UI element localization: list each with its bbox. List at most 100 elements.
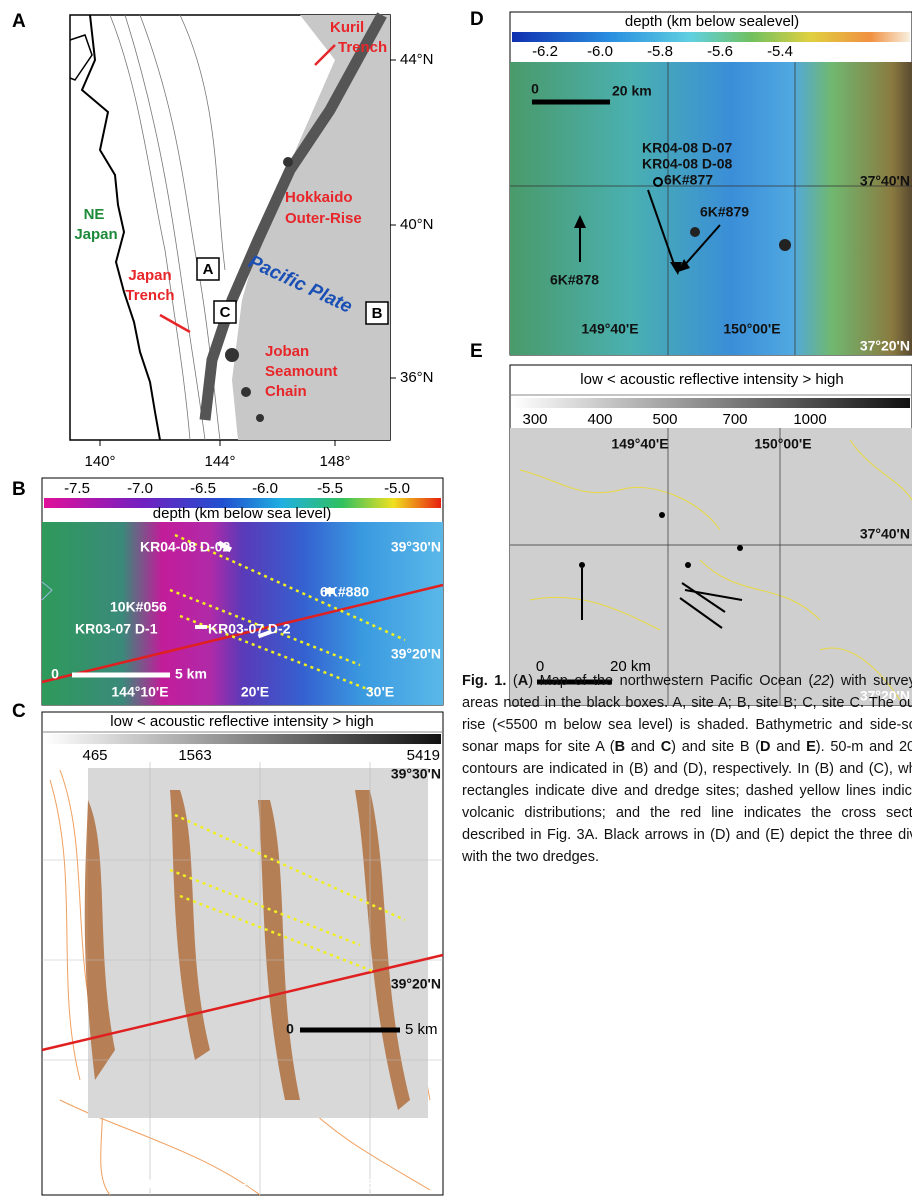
page: A B C D E 44°N 40°N 36°N 140° 144° 148° Kuril Trench…: [0, 0, 912, 1200]
scale-tick-label: -5.5: [317, 480, 343, 497]
longitude-label: 148°: [319, 453, 350, 470]
scale-tick-label: -5.6: [707, 43, 733, 60]
longitude-label: 20'E: [241, 684, 269, 700]
site-label: KR03-07 D-1: [75, 621, 158, 637]
caption-citation: 22: [813, 673, 829, 689]
scale-tick-label: 5419: [407, 747, 440, 764]
scale-tick-label: 700: [722, 411, 747, 428]
place-label: Chain: [265, 383, 307, 400]
longitude-label: 144°10'E: [111, 1176, 168, 1192]
caption-text: and: [771, 739, 807, 755]
latitude-label: 39°20'N: [391, 976, 441, 992]
latitude-label: 37°20'N: [860, 338, 910, 354]
scalebar-label: 20 km: [612, 83, 652, 99]
longitude-label: 144°10'E: [111, 684, 168, 700]
panel-label: A: [12, 11, 26, 32]
site-label: 10K#056: [110, 599, 167, 615]
scale-tick-label: 465: [82, 747, 107, 764]
latitude-label: 39°20'N: [391, 646, 441, 662]
figure: A B C D E 44°N 40°N 36°N 140° 144° 148° Kuril Trench…: [0, 0, 912, 1200]
panel-e-map: [510, 365, 912, 705]
latitude-label: 44°N: [400, 51, 434, 68]
site-label: 6K#877: [664, 172, 713, 188]
caption-panel-ref: C: [661, 739, 671, 755]
scale-title: low < acoustic reflective intensity > hi…: [580, 371, 843, 388]
caption-text: ) and site B (: [671, 739, 760, 755]
place-label: Kuril: [330, 19, 364, 36]
site-label: KR04-08 D-07: [642, 140, 732, 156]
caption-panel-ref: B: [615, 739, 625, 755]
scale-tick-label: 1563: [178, 747, 211, 764]
latitude-label: 39°30'N: [391, 539, 441, 555]
latitude-label: 36°N: [400, 369, 434, 386]
scale-tick-label: -5.0: [384, 480, 410, 497]
place-label: Trench: [125, 287, 174, 304]
scale-title: depth (km below sea level): [153, 505, 331, 522]
longitude-label: 150°00'E: [754, 436, 811, 452]
latitude-label: 39°30'N: [391, 766, 441, 782]
place-label: Japan: [128, 267, 171, 284]
latitude-label: 37°40'N: [860, 173, 910, 189]
latitude-label: 40°N: [400, 216, 434, 233]
caption-panel-ref: A: [518, 673, 528, 689]
panel-label: B: [12, 479, 26, 500]
caption-label: Fig. 1.: [462, 673, 506, 689]
caption-paragraph: Fig. 1. (A) Map of the northwestern Paci…: [462, 670, 912, 868]
figure-caption: Fig. 1. (A) Map of the northwestern Paci…: [462, 670, 912, 868]
site-label: KR03-07 D-2: [208, 621, 291, 637]
scale-tick-label: -6.0: [252, 480, 278, 497]
place-label: NE: [84, 206, 105, 223]
longitude-label: 149°40'E: [611, 436, 668, 452]
site-label: KR04-08 D-02: [140, 539, 230, 555]
site-label: 6K#878: [550, 272, 599, 288]
panel-label: E: [470, 341, 483, 362]
scale-tick-label: -5.4: [767, 43, 793, 60]
caption-text: ). 50-m and 20-m contours are indicated …: [462, 739, 912, 865]
caption-text: (: [506, 673, 517, 689]
longitude-label: 150°00'E: [723, 321, 780, 337]
place-label: Joban: [265, 343, 309, 360]
longitude-label: 30'E: [366, 684, 394, 700]
scale-tick-label: -7.5: [64, 480, 90, 497]
scalebar-label: 5 km: [405, 1021, 438, 1038]
site-box-label: C: [220, 304, 231, 321]
caption-panel-ref: D: [760, 739, 770, 755]
longitude-label: 149°40'E: [581, 321, 638, 337]
place-label: Japan: [74, 226, 117, 243]
scale-title: low < acoustic reflective intensity > hi…: [110, 713, 373, 730]
scale-tick-label: -5.8: [647, 43, 673, 60]
scale-tick-label: -6.5: [190, 480, 216, 497]
scale-tick-label: 400: [587, 411, 612, 428]
panel-label: C: [12, 701, 26, 722]
scalebar-label: 0: [51, 666, 59, 682]
scale-tick-label: 500: [652, 411, 677, 428]
latitude-label: 37°40'N: [860, 526, 910, 542]
panel-label: D: [470, 9, 484, 30]
site-label: 6K#879: [700, 204, 749, 220]
scalebar-label: 5 km: [175, 666, 207, 682]
site-label: KR04-08 D-08: [642, 156, 732, 172]
scale-tick-label: -6.2: [532, 43, 558, 60]
panel-c-map: [42, 712, 443, 1195]
scale-tick-label: -6.0: [587, 43, 613, 60]
longitude-label: 20'E: [241, 1176, 269, 1192]
site-box-label: A: [203, 261, 214, 278]
place-label: Seamount: [265, 363, 338, 380]
scale-title: depth (km below sealevel): [625, 13, 799, 30]
panel-a-map: [70, 15, 396, 446]
longitude-label: 144°: [204, 453, 235, 470]
longitude-label: 140°: [84, 453, 115, 470]
caption-text: ) Map of the northwestern Pacific Ocean …: [528, 673, 813, 689]
place-label: Outer-Rise: [285, 210, 362, 227]
longitude-label: 30'E: [366, 1176, 394, 1192]
place-label: Hokkaido: [285, 189, 353, 206]
site-box-label: B: [372, 305, 383, 322]
place-label: Trench: [338, 39, 387, 56]
scalebar-label: 0: [286, 1021, 294, 1037]
scalebar-label: 0: [531, 81, 539, 97]
site-label: 6K#880: [320, 584, 369, 600]
caption-panel-ref: E: [806, 739, 816, 755]
scale-tick-label: 300: [522, 411, 547, 428]
caption-text: and: [625, 739, 661, 755]
scale-tick-label: 1000: [793, 411, 826, 428]
